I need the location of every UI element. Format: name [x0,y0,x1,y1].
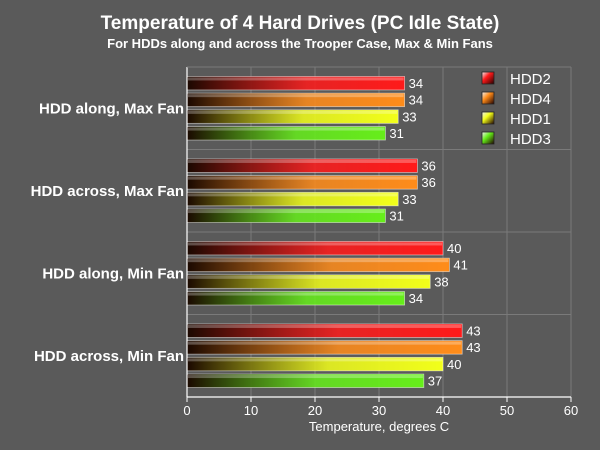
data-label: 34 [409,291,423,306]
bar-highlight [188,110,398,114]
data-label: 34 [409,93,423,108]
x-tick-label: 60 [564,403,578,418]
bar-highlight [188,259,449,263]
legend-label-hdd3: HDD3 [510,131,551,148]
x-tick-label: 10 [244,403,258,418]
legend-label-hdd4: HDD4 [510,91,551,108]
bar-highlight [188,375,423,379]
data-label: 40 [447,241,461,256]
data-label: 31 [389,126,403,141]
bar-highlight [188,176,417,180]
bar-highlight [188,292,404,296]
data-label: 43 [466,340,480,355]
bar-highlight [188,210,385,214]
data-label: 36 [421,158,435,173]
legend-swatch-hdd1 [481,111,495,125]
bar-highlight [188,193,398,197]
legend-swatch-hdd2 [481,71,495,85]
legend: HDD2 HDD4 HDD1 HDD3 [481,71,551,148]
bar-highlight [188,275,430,279]
category-label: HDD along, Min Fan [42,265,184,282]
x-tick-label: 40 [436,403,450,418]
data-label: 37 [428,374,442,389]
bar-highlight [188,341,462,345]
data-label: 33 [402,192,416,207]
data-label: 34 [409,76,423,91]
x-axis-label: Temperature, degrees C [309,419,449,434]
bar-highlight [188,77,404,81]
bar-highlight [188,127,385,131]
x-tick-label: 20 [308,403,322,418]
legend-label-hdd2: HDD2 [510,71,551,88]
legend-label-hdd1: HDD1 [510,111,551,128]
data-label: 33 [402,109,416,124]
data-label: 38 [434,274,448,289]
x-tick-label: 30 [372,403,386,418]
bar-highlight [188,242,442,246]
chart-subtitle: For HDDs along and across the Trooper Ca… [107,36,493,51]
legend-swatch-hdd4 [481,91,495,105]
x-tick-label: 0 [183,403,190,418]
data-label: 31 [389,209,403,224]
data-label: 41 [453,258,467,273]
data-label: 43 [466,323,480,338]
data-label: 36 [421,175,435,190]
bar-highlight [188,159,417,163]
category-label: HDD along, Max Fan [39,100,184,117]
bar-highlight [188,324,462,328]
bar-highlight [188,94,404,98]
category-label: HDD across, Min Fan [34,348,184,365]
x-tick-label: 50 [500,403,514,418]
category-label: HDD across, Max Fan [31,183,184,200]
chart-title: Temperature of 4 Hard Drives (PC Idle St… [101,13,500,34]
data-label: 40 [447,357,461,372]
bar-highlight [188,358,442,362]
legend-swatch-hdd3 [481,131,495,145]
